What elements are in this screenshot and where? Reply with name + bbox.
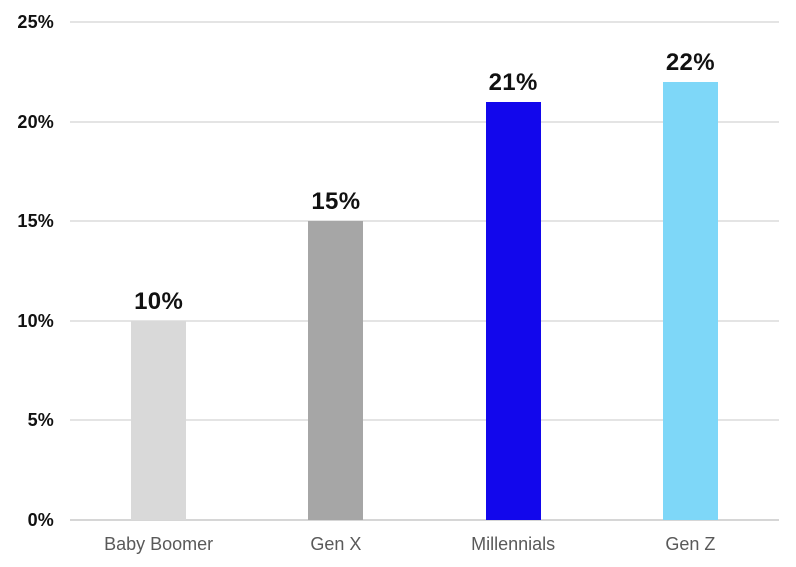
category-label: Gen X — [310, 534, 362, 554]
bar-group: 10% Baby Boomer — [70, 22, 247, 554]
gridline — [70, 120, 779, 123]
category-label: Gen Z — [665, 534, 716, 554]
bar-value-label: 21% — [488, 68, 538, 96]
gridline — [70, 21, 779, 23]
category-label: Baby Boomer — [104, 534, 214, 554]
bar-baby-boomer — [131, 320, 187, 520]
bar-value-label: 22% — [665, 48, 715, 76]
y-axis: 0% 5% 10% 15% 20% 25% — [0, 13, 54, 529]
y-tick-label: 25% — [17, 12, 54, 32]
y-tick-label: 20% — [17, 111, 54, 132]
gridline — [70, 319, 779, 322]
gridline — [70, 419, 779, 422]
bar-gen-z — [662, 81, 718, 520]
y-tick-label: 10% — [17, 310, 54, 331]
bar-group: 15% Gen X — [247, 22, 424, 554]
bar-gen-x — [308, 221, 364, 520]
gridline — [70, 220, 779, 223]
plot-area: 10% Baby Boomer 15% Gen X 21% Millennials 22% G… — [70, 21, 779, 554]
y-tick-label: 0% — [27, 510, 54, 530]
bar-group: 21% Millennials — [425, 22, 602, 554]
y-tick-label: 5% — [27, 410, 54, 431]
category-label: Millennials — [471, 534, 556, 554]
bar-millennials — [485, 101, 541, 520]
bar-group: 22% Gen Z — [602, 22, 779, 554]
y-tick-label: 15% — [17, 211, 54, 232]
bar-value-label: 10% — [134, 287, 184, 315]
x-axis-line — [70, 519, 779, 521]
bar-value-label: 15% — [311, 188, 361, 216]
